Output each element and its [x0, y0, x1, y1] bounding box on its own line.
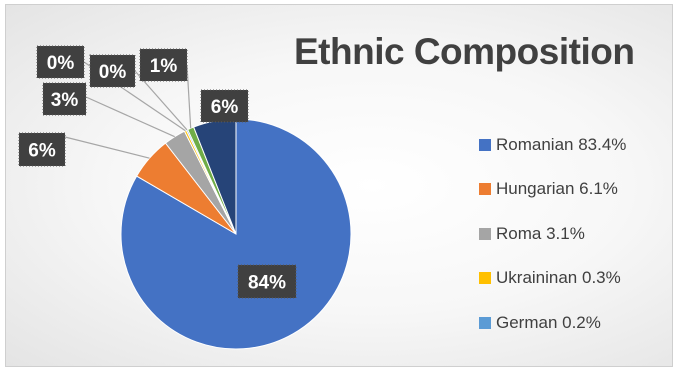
data-label-box	[139, 48, 188, 82]
data-label-box	[89, 54, 136, 88]
legend-item: German 0.2%	[479, 313, 674, 332]
data-label-box	[200, 89, 249, 123]
data-label: 6%	[18, 132, 66, 167]
legend-label: Ukraininan 0.3%	[496, 268, 621, 287]
data-label-text: 0%	[47, 53, 75, 74]
legend-item: Roma 3.1%	[479, 224, 674, 243]
legend-swatch	[479, 227, 491, 240]
data-label: 1%	[139, 48, 188, 82]
data-label: 6%	[200, 89, 249, 123]
leader-line	[64, 136, 150, 159]
data-label: 84%	[237, 264, 297, 299]
data-label-text: 0%	[99, 62, 127, 83]
legend-swatch	[479, 183, 491, 195]
data-label-text: 1%	[150, 56, 178, 77]
leader-line	[186, 64, 192, 129]
legend-swatch	[479, 316, 491, 329]
data-label-text: 6%	[28, 141, 56, 162]
chart-area: 84% 6% 3% 0% 0% 1% 6% Ethnic Composition Roman…	[5, 4, 673, 367]
data-label-text: 84%	[248, 273, 286, 294]
data-label-text: 6%	[211, 97, 239, 118]
legend-label: German 0.2%	[496, 312, 601, 332]
legend-swatch	[479, 272, 491, 284]
data-label-box	[36, 45, 85, 79]
legend-item: Hungarian 6.1%	[479, 179, 674, 199]
pie-chart: 84% 6% 3% 0% 0% 1% 6%	[18, 45, 352, 350]
legend: Romanian 83.4% Hungarian 6.1% Roma 3.1% Ukr…	[479, 135, 674, 358]
data-label-box	[237, 264, 297, 299]
legend-swatch	[479, 138, 491, 151]
legend-item: Romanian 83.4%	[479, 135, 674, 154]
data-label: 3%	[42, 82, 87, 116]
legend-label: Hungarian 6.1%	[496, 179, 618, 198]
leader-line	[85, 96, 175, 138]
data-label-text: 3%	[51, 90, 79, 111]
legend-label: Romanian 83.4%	[496, 134, 627, 154]
chart-title: Ethnic Composition	[294, 31, 635, 72]
data-label-box	[18, 132, 66, 167]
legend-label: Roma 3.1%	[496, 223, 585, 243]
data-label: 0%	[89, 54, 136, 88]
legend-item: Ukraininan 0.3%	[479, 268, 674, 288]
data-label: 0%	[36, 45, 85, 79]
data-label-box	[42, 82, 87, 116]
